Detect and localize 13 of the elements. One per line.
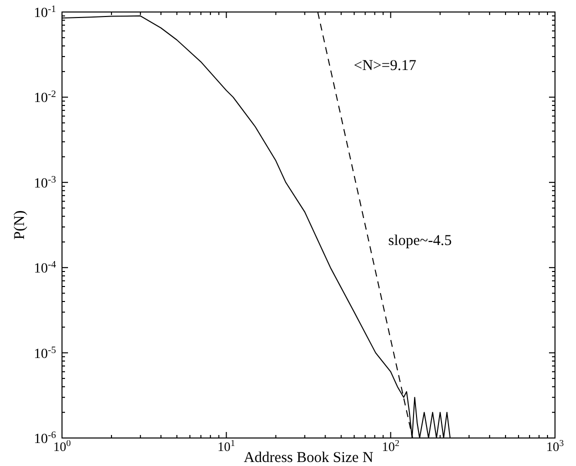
annotation: slope~-4.5 — [388, 233, 452, 249]
y-axis-title: P(N) — [12, 210, 28, 240]
y-tick-label: 10$^{-2}$ — [34, 88, 56, 106]
x-tick-label: 10$^{1}$ — [218, 438, 236, 454]
annotation: <N>=9.17 — [354, 58, 417, 74]
y-tick-label: 10$^{-4}$ — [34, 259, 56, 277]
y-tick-label: 10$^{-3}$ — [34, 174, 56, 192]
x-axis-title: Address Book Size N — [244, 450, 374, 466]
x-tick-label: 10$^{0}$ — [53, 438, 72, 454]
x-tick-label: 10$^{3}$ — [546, 438, 564, 454]
y-tick-label: 10$^{-5}$ — [34, 344, 56, 362]
x-tick-label: 10$^{2}$ — [382, 438, 400, 454]
y-tick-label: 10$^{-1}$ — [34, 4, 56, 21]
